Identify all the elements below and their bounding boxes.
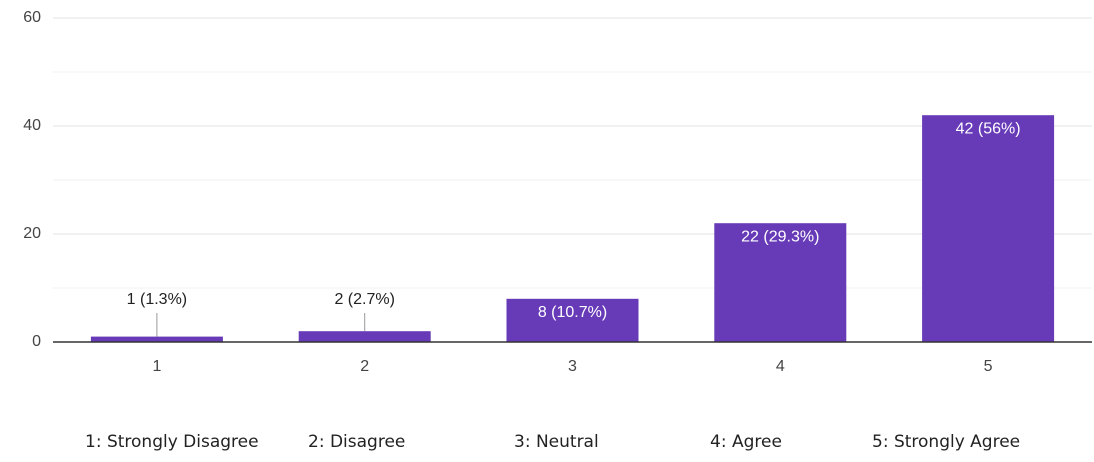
y-tick-label: 40 [23, 117, 41, 134]
scale-label: 3: Neutral [514, 432, 599, 452]
value-label: 22 (29.3%) [741, 228, 819, 245]
x-tick-label: 4 [776, 358, 785, 375]
x-tick-label: 1 [152, 358, 161, 375]
x-tick-label: 3 [568, 358, 577, 375]
scale-label: 1: Strongly Disagree [85, 432, 259, 452]
y-tick-label: 20 [23, 225, 41, 242]
value-label: 42 (56%) [956, 120, 1021, 137]
scale-label: 5: Strongly Agree [872, 432, 1020, 452]
bar [714, 223, 847, 342]
value-label: 8 (10.7%) [538, 304, 607, 321]
y-tick-label: 0 [32, 333, 41, 350]
bar [506, 298, 639, 342]
value-label: 1 (1.3%) [127, 291, 187, 308]
value-label: 2 (2.7%) [334, 291, 394, 308]
bar [922, 115, 1055, 342]
bar [90, 336, 223, 342]
scale-label: 2: Disagree [308, 432, 405, 452]
x-tick-label: 5 [984, 358, 993, 375]
scale-label: 4: Agree [710, 432, 782, 452]
x-tick-label: 2 [360, 358, 369, 375]
bar [298, 331, 431, 342]
y-tick-label: 60 [23, 9, 41, 26]
